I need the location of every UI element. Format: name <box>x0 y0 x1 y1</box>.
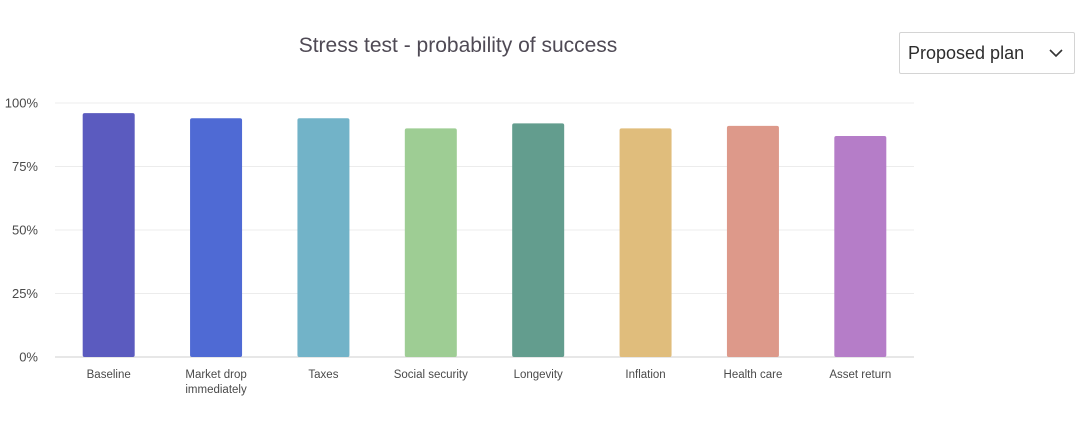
plan-select[interactable]: Proposed plan <box>899 32 1075 74</box>
x-category-label-line: Inflation <box>625 369 665 381</box>
y-tick-label: 100% <box>5 96 39 111</box>
x-category-label: Health care <box>724 369 783 381</box>
x-category-label-line: Market drop <box>185 369 246 381</box>
x-category-label: Taxes <box>308 369 338 381</box>
x-category-label-line: Social security <box>394 369 468 381</box>
bar-1 <box>190 118 243 358</box>
x-category-label: Market drop immediately <box>185 369 247 396</box>
x-category-label-line: immediately <box>185 384 247 396</box>
bar-3 <box>404 128 457 357</box>
x-category-label: Social security <box>394 369 468 381</box>
bar-6 <box>726 125 779 357</box>
bar-4 <box>512 123 565 357</box>
bar-5 <box>619 128 672 357</box>
y-tick-label: 0% <box>19 350 38 365</box>
y-tick-label: 75% <box>12 159 38 174</box>
plan-select-value: Proposed plan <box>908 42 1025 63</box>
chevron-down-icon <box>1048 45 1064 61</box>
x-category-label-line: Asset return <box>829 369 891 381</box>
y-tick-label: 50% <box>12 223 38 238</box>
bar-2 <box>297 118 350 358</box>
bar-7 <box>834 136 887 357</box>
x-category-label-line: Health care <box>724 369 783 381</box>
x-category-label: Longevity <box>514 369 563 381</box>
y-tick-label: 25% <box>12 286 38 301</box>
x-category-label: Baseline <box>87 369 131 381</box>
chart-title: Stress test - probability of success <box>298 34 618 57</box>
x-category-label-line: Taxes <box>308 369 338 381</box>
x-category-label-line: Longevity <box>514 369 563 381</box>
x-category-label-line: Baseline <box>87 369 131 381</box>
bar-0 <box>82 113 135 357</box>
x-category-label: Inflation <box>625 369 665 381</box>
x-category-label: Asset return <box>829 369 891 381</box>
